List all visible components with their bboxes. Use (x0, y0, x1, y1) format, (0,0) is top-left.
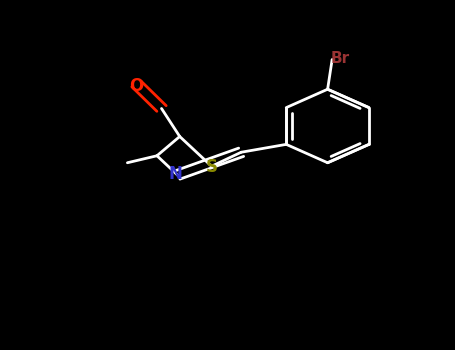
Text: N: N (168, 165, 182, 183)
Text: O: O (129, 77, 144, 95)
Text: S: S (206, 158, 217, 176)
Text: Br: Br (331, 51, 350, 66)
